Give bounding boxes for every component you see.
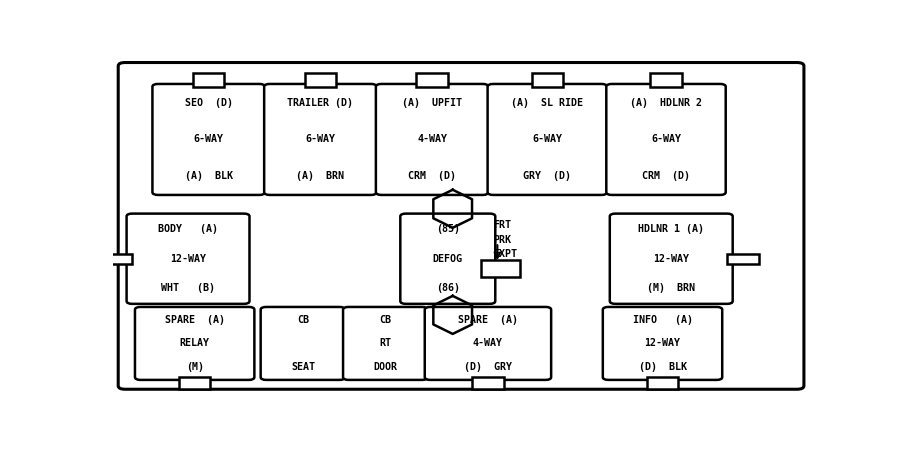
Text: BODY   (A): BODY (A) (158, 224, 218, 234)
Bar (305, 73, 336, 87)
Text: (D)  BLK: (D) BLK (639, 362, 687, 372)
Bar (651, 73, 682, 87)
Text: 12-WAY: 12-WAY (644, 339, 680, 348)
Text: (A)  BLK: (A) BLK (185, 172, 232, 181)
Text: 6-WAY: 6-WAY (532, 134, 562, 145)
Bar (727, 254, 759, 264)
Text: HDLNR 1 (A): HDLNR 1 (A) (638, 224, 705, 234)
Text: DEFOG: DEFOG (432, 254, 463, 264)
Text: (A)  UPFIT: (A) UPFIT (402, 97, 462, 108)
Bar (472, 377, 504, 389)
Text: CB: CB (379, 315, 391, 325)
Text: 12-WAY: 12-WAY (653, 254, 689, 264)
FancyBboxPatch shape (260, 307, 345, 380)
Bar (647, 377, 678, 389)
Text: FRT: FRT (493, 220, 511, 230)
FancyBboxPatch shape (606, 84, 725, 195)
Text: 6-WAY: 6-WAY (194, 134, 223, 145)
Text: (M)  BRN: (M) BRN (647, 283, 696, 293)
Text: RELAY: RELAY (179, 339, 210, 348)
Text: 4-WAY: 4-WAY (417, 134, 447, 145)
Text: CB: CB (297, 315, 309, 325)
Text: (86): (86) (436, 283, 460, 293)
Text: SEO  (D): SEO (D) (185, 97, 232, 108)
FancyBboxPatch shape (400, 214, 496, 304)
Bar (416, 73, 448, 87)
Text: 6-WAY: 6-WAY (305, 134, 335, 145)
FancyBboxPatch shape (424, 307, 551, 380)
FancyBboxPatch shape (487, 84, 607, 195)
Text: CRM  (D): CRM (D) (642, 172, 690, 181)
Bar (179, 377, 211, 389)
Text: WHT   (B): WHT (B) (161, 283, 215, 293)
Text: RT: RT (379, 339, 391, 348)
Bar (101, 254, 132, 264)
Text: (A)  SL RIDE: (A) SL RIDE (511, 97, 583, 108)
Text: EXPT: EXPT (493, 249, 517, 259)
FancyBboxPatch shape (152, 84, 265, 195)
FancyBboxPatch shape (135, 307, 254, 380)
Text: DOOR: DOOR (373, 362, 397, 372)
FancyBboxPatch shape (118, 62, 804, 389)
Text: INFO   (A): INFO (A) (633, 315, 693, 325)
FancyBboxPatch shape (264, 84, 377, 195)
FancyBboxPatch shape (603, 307, 723, 380)
Text: SPARE  (A): SPARE (A) (458, 315, 518, 325)
Bar (481, 260, 520, 277)
Text: SEAT: SEAT (291, 362, 315, 372)
Text: (A)  BRN: (A) BRN (296, 172, 344, 181)
Text: (D)  GRY: (D) GRY (464, 362, 512, 372)
FancyBboxPatch shape (376, 84, 488, 195)
Text: 4-WAY: 4-WAY (473, 339, 503, 348)
Text: CRM  (D): CRM (D) (408, 172, 456, 181)
Text: GRY  (D): GRY (D) (523, 172, 571, 181)
Bar (532, 73, 563, 87)
Text: SPARE  (A): SPARE (A) (165, 315, 224, 325)
Text: 6-WAY: 6-WAY (651, 134, 681, 145)
Text: (A)  HDLNR 2: (A) HDLNR 2 (630, 97, 702, 108)
FancyBboxPatch shape (610, 214, 733, 304)
Bar (193, 73, 224, 87)
Text: (M): (M) (186, 362, 204, 372)
FancyBboxPatch shape (126, 214, 250, 304)
Text: PRK: PRK (493, 234, 511, 245)
Text: TRAILER (D): TRAILER (D) (287, 97, 353, 108)
Text: 12-WAY: 12-WAY (170, 254, 206, 264)
FancyBboxPatch shape (343, 307, 428, 380)
Text: (85): (85) (436, 224, 460, 234)
